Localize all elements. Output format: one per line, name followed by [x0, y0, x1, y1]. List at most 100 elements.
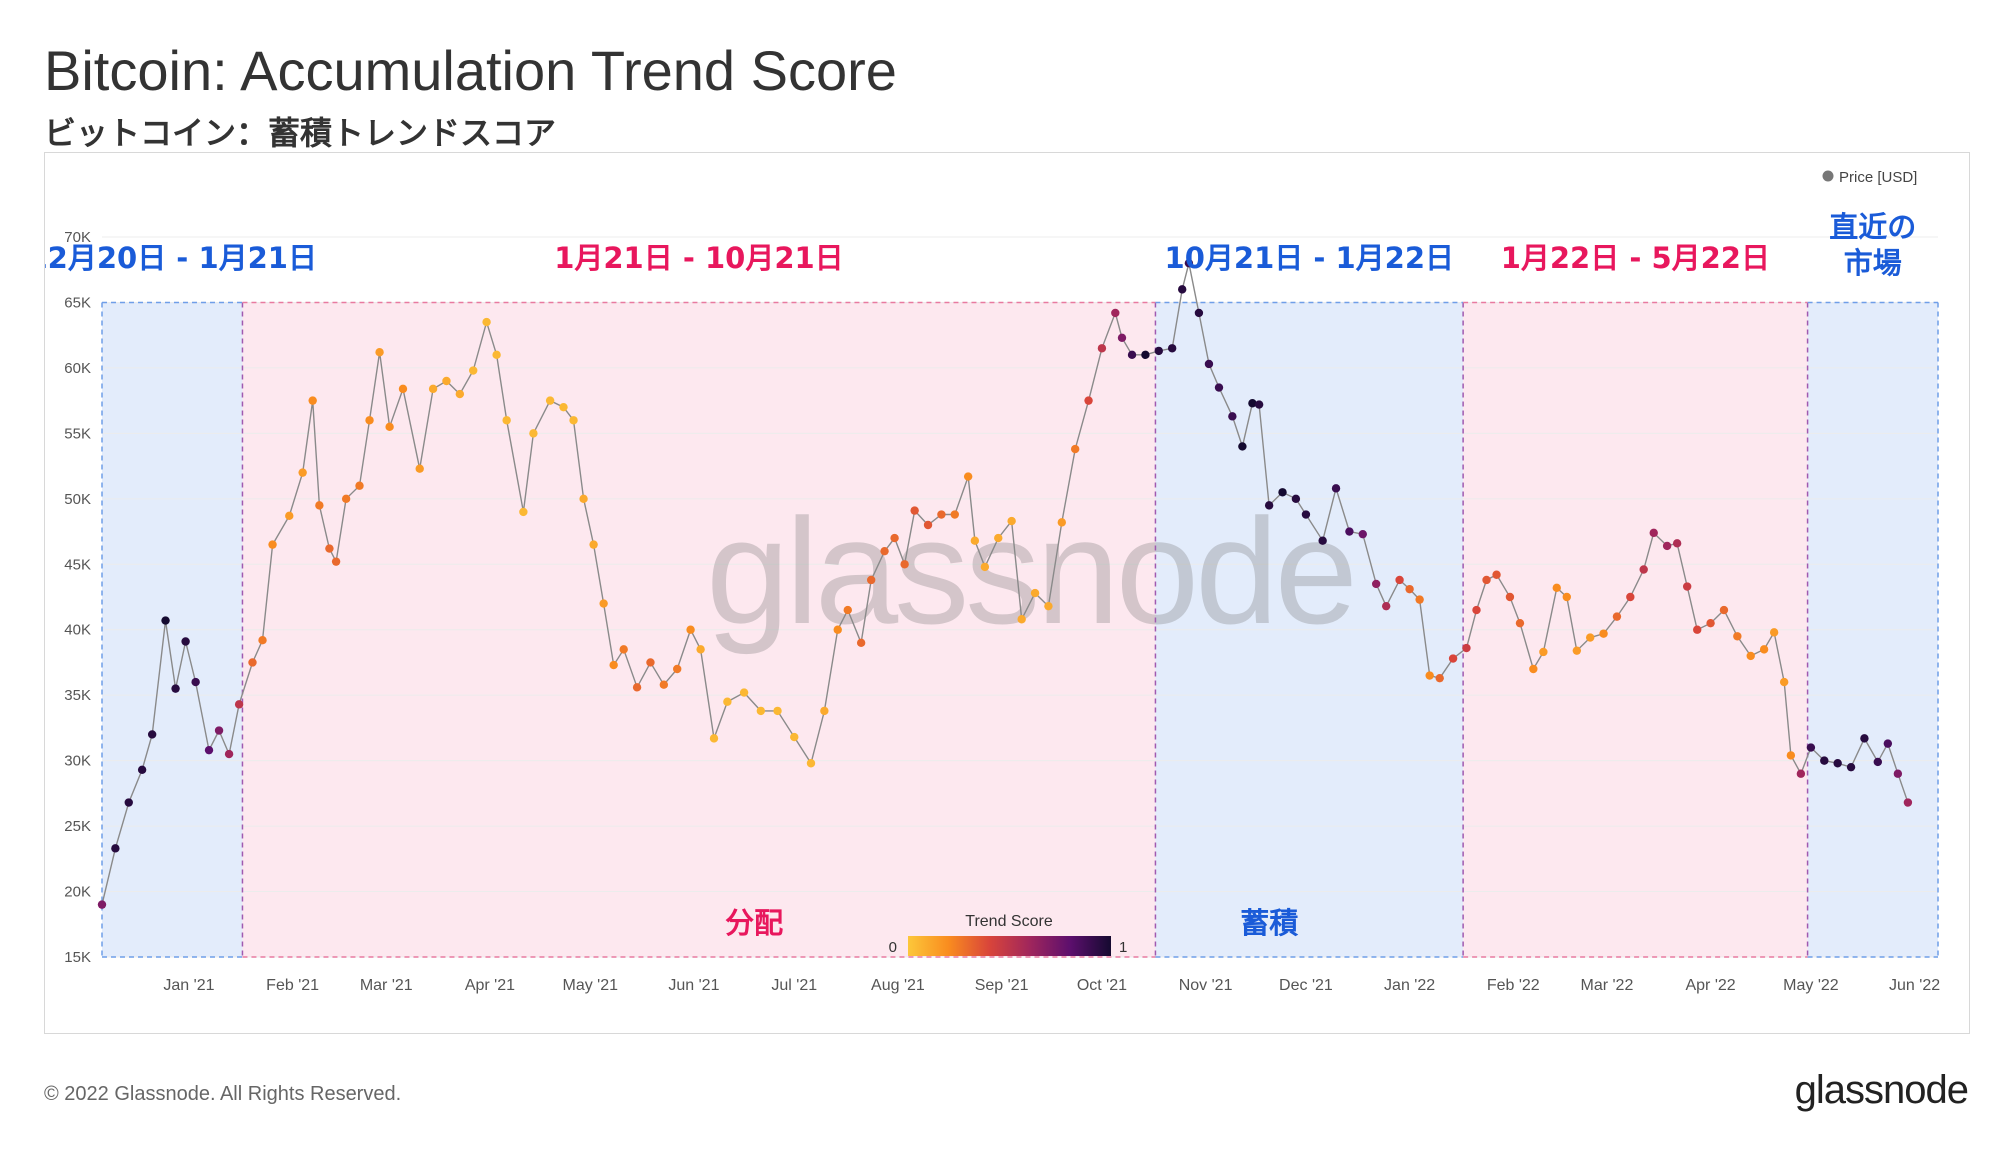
price-point: [492, 350, 501, 360]
x-tick-label: Feb '22: [1487, 977, 1540, 994]
price-point: [428, 384, 438, 394]
y-axis: 15K 20K 25K 30K 35K 40K 45K 50K 55K 60K 65K 70K: [64, 229, 91, 966]
price-point: [866, 575, 876, 585]
price-point: [1301, 510, 1311, 519]
price-point: [1529, 664, 1538, 674]
price-point: [529, 429, 538, 438]
price-point: [790, 732, 799, 742]
price-point: [234, 700, 244, 709]
x-tick-label: Sep '21: [975, 977, 1029, 994]
price-point: [1057, 518, 1067, 527]
price-point: [756, 706, 766, 716]
price-point: [1395, 575, 1404, 585]
x-tick-label: Feb '21: [266, 977, 319, 994]
price-point: [1539, 647, 1548, 657]
price-point: [1719, 605, 1729, 615]
trend-score-colorbar: Trend Score 0 1: [889, 913, 1127, 956]
price-point: [890, 533, 899, 543]
x-tick-label: Aug '21: [871, 977, 925, 994]
price-point: [1482, 575, 1491, 585]
price-point: [325, 544, 334, 553]
region-label: 1月22日 - 5月22日: [1501, 241, 1770, 275]
y-tick-label: 65K: [64, 294, 91, 311]
price-points: [97, 258, 1913, 909]
price-point: [773, 706, 782, 716]
price-point: [1405, 584, 1414, 594]
price-point: [1746, 651, 1755, 661]
price-point: [355, 481, 364, 490]
price-point: [900, 560, 909, 569]
x-tick-label: Jun '21: [668, 977, 719, 994]
price-point: [1769, 628, 1779, 637]
price-point: [970, 536, 980, 545]
price-point: [248, 658, 257, 667]
price-point: [1070, 444, 1080, 454]
x-tick-label: Mar '21: [360, 977, 413, 994]
price-point: [97, 900, 107, 909]
price-point: [963, 472, 973, 481]
price-point: [124, 798, 133, 807]
price-point: [545, 396, 555, 405]
price-point: [1184, 258, 1194, 268]
copyright-text: © 2022 Glassnode. All Rights Reserved.: [44, 1083, 402, 1105]
price-point: [659, 680, 669, 689]
colorbar-title: Trend Score: [965, 913, 1053, 930]
region-bottom-label: 蓄積: [1240, 906, 1298, 940]
price-point: [696, 645, 705, 654]
price-point: [950, 510, 959, 519]
price-point: [980, 562, 990, 572]
colorbar-bar: [908, 936, 1111, 956]
price-point: [191, 677, 200, 687]
x-tick-label: Apr '21: [465, 977, 515, 994]
price-point: [1291, 494, 1301, 504]
y-tick-label: 60K: [64, 360, 91, 377]
price-point: [1127, 350, 1137, 360]
price-point: [1626, 592, 1635, 602]
price-point: [1796, 769, 1806, 778]
y-tick-label: 55K: [64, 425, 91, 442]
price-point: [609, 660, 618, 670]
price-point: [910, 506, 919, 515]
price-point: [1492, 570, 1501, 579]
price-point: [1682, 582, 1692, 591]
price-point: [442, 376, 451, 386]
price-point: [482, 317, 491, 327]
price-point: [1672, 539, 1682, 548]
price-point: [856, 638, 866, 648]
price-point: [994, 533, 1003, 543]
region-label-line: 直近の: [1829, 210, 1916, 244]
x-tick-label: Jun '22: [1889, 977, 1940, 994]
price-point: [1562, 592, 1571, 602]
price-point: [1733, 632, 1742, 641]
price-point: [1097, 344, 1107, 353]
price-point: [843, 605, 852, 615]
legend-marker: [1822, 170, 1834, 182]
price-point: [398, 384, 408, 394]
price-point: [739, 688, 749, 697]
y-tick-label: 70K: [64, 229, 91, 246]
x-tick-label: Dec '21: [1279, 977, 1333, 994]
price-point: [1007, 516, 1016, 526]
price-point: [181, 637, 190, 646]
legend: Price [USD]: [1822, 169, 1917, 186]
price-point: [1515, 618, 1525, 628]
price-point: [1111, 308, 1120, 318]
price-point: [1278, 488, 1287, 497]
price-point: [1786, 751, 1796, 760]
price-point: [1177, 285, 1187, 294]
x-tick-label: May '21: [562, 977, 618, 994]
price-point: [646, 658, 655, 667]
chart-panel: glassnode 15K 20K 25K 30K 35K 40K 45K 50K 55K 60K…: [44, 152, 1970, 1034]
price-point: [1117, 333, 1127, 342]
x-tick-label: May '22: [1783, 977, 1839, 994]
region-label: 直近の市場: [1829, 210, 1916, 280]
region-borders: [101, 301, 1939, 958]
price-point: [1612, 612, 1622, 621]
price-point: [375, 348, 384, 357]
price-point: [589, 540, 598, 549]
region-label-line: 市場: [1844, 246, 1902, 280]
price-point: [1472, 605, 1481, 615]
price-point: [1693, 625, 1702, 634]
x-tick-label: Mar '22: [1580, 977, 1633, 994]
